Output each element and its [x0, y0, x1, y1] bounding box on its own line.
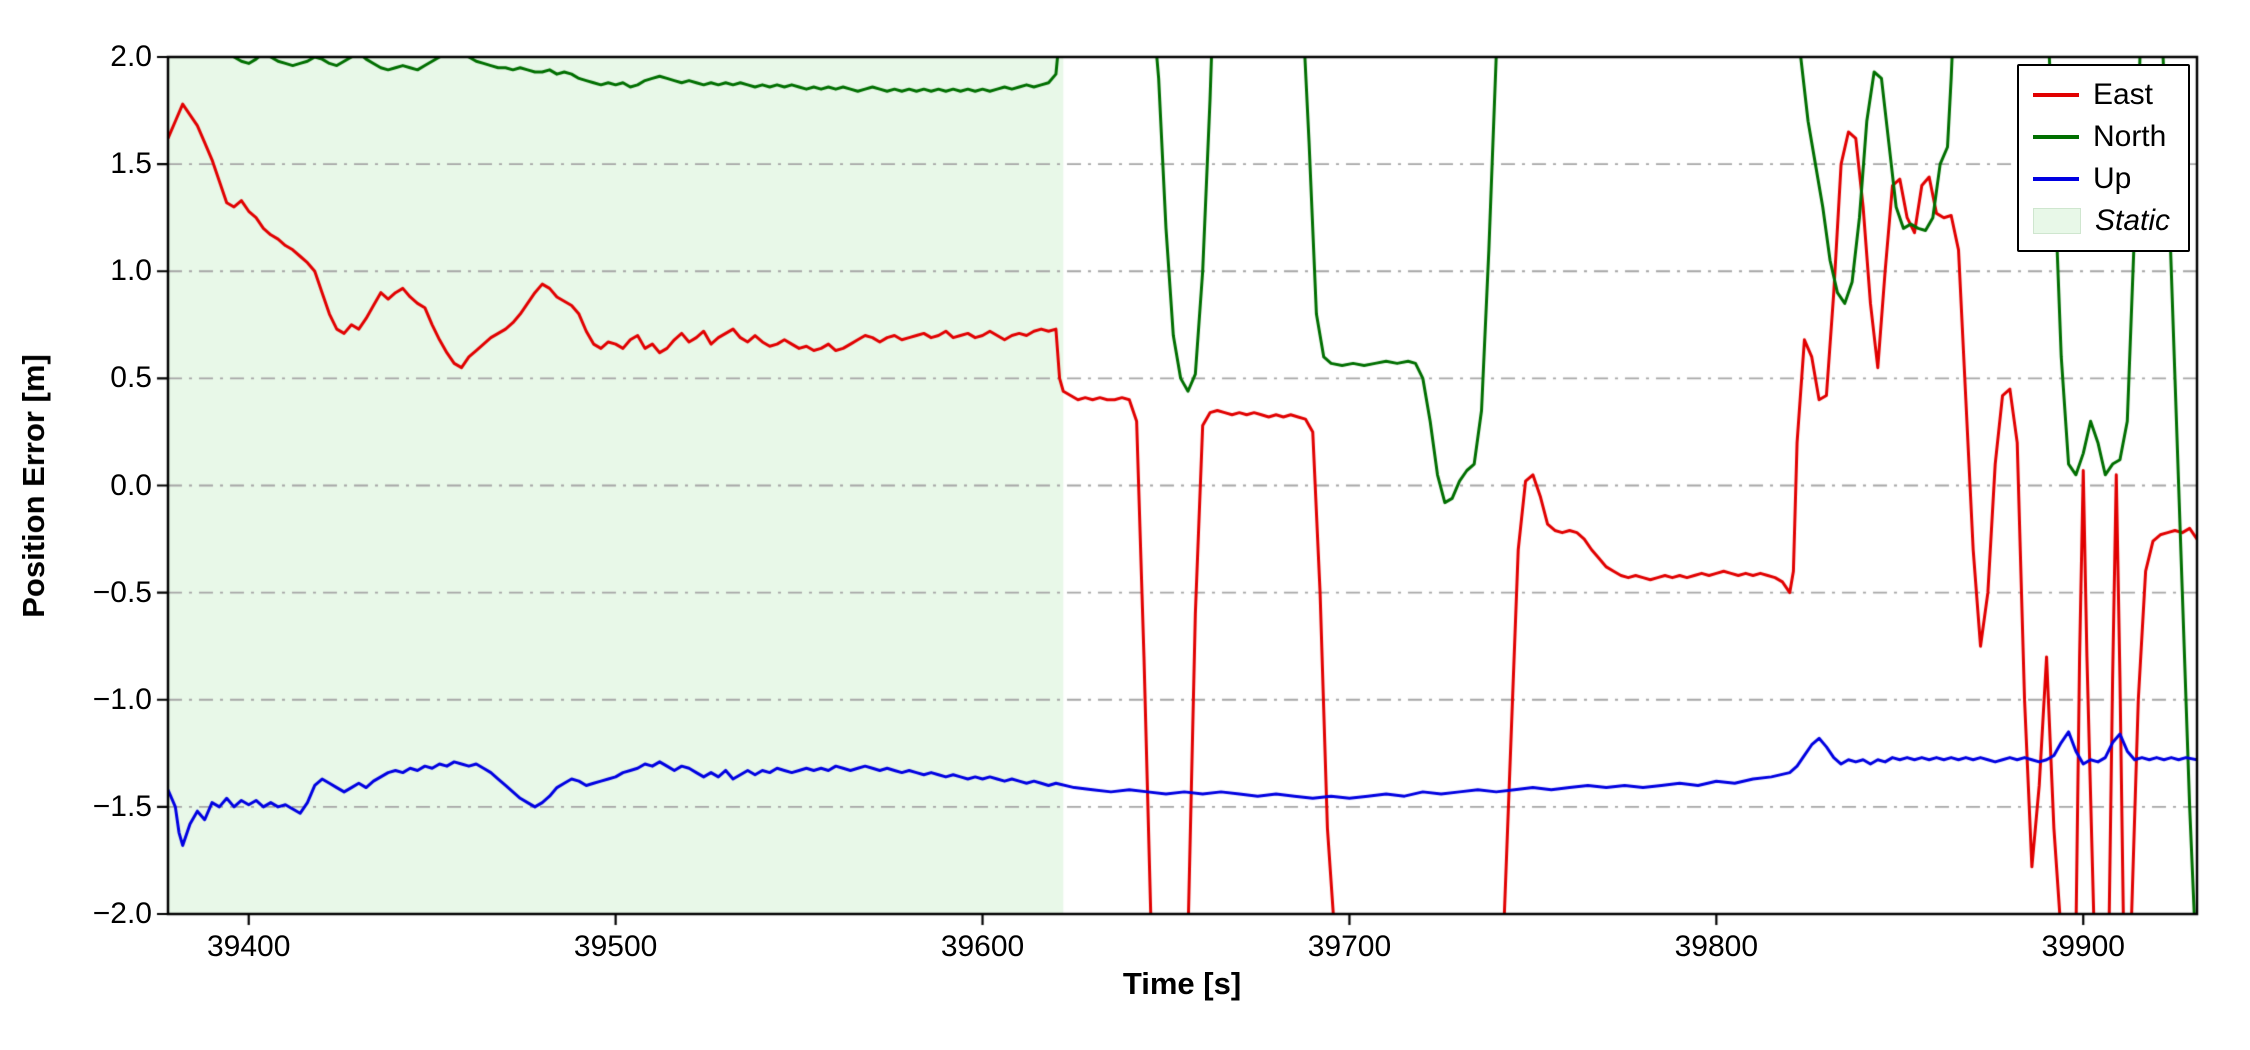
up-line-swatch	[2032, 177, 2079, 181]
y-tick-label: 0.5	[110, 361, 152, 395]
legend-item-north: North	[2032, 116, 2170, 158]
legend-label-east: East	[2092, 78, 2153, 111]
x-tick-label: 39600	[940, 930, 1025, 963]
x-tick-label: 39500	[573, 930, 658, 963]
legend-item-static: Static	[2032, 200, 2170, 242]
legend-item-up: Up	[2032, 158, 2170, 200]
x-axis-label: Time [s]	[1122, 966, 1242, 1001]
east-line-swatch	[2032, 93, 2079, 97]
y-tick-label: 1.0	[110, 254, 152, 288]
y-tick-label: −1.5	[92, 789, 152, 823]
y-tick-label: −0.5	[92, 575, 152, 609]
north-line-swatch	[2032, 135, 2079, 139]
y-tick-label: 2.0	[110, 40, 152, 73]
static-patch-swatch	[2032, 208, 2081, 234]
x-tick-label: 39800	[1674, 930, 1759, 963]
y-tick-label: −1.0	[92, 682, 152, 716]
y-tick-label: 1.5	[110, 147, 152, 181]
legend: East North Up Static	[2016, 64, 2190, 252]
y-axis-label: Position Error [m]	[16, 354, 51, 618]
x-tick-label: 39400	[207, 930, 291, 963]
legend-item-east: East	[2032, 74, 2170, 116]
legend-label-north: North	[2092, 120, 2167, 153]
legend-label-static: Static	[2094, 204, 2170, 237]
x-tick-label: 39700	[1307, 930, 1392, 963]
y-tick-label: −2.0	[92, 897, 152, 930]
y-tick-label: 0.0	[110, 468, 152, 502]
legend-label-up: Up	[2092, 162, 2132, 195]
x-tick-label: 39900	[2041, 930, 2125, 963]
